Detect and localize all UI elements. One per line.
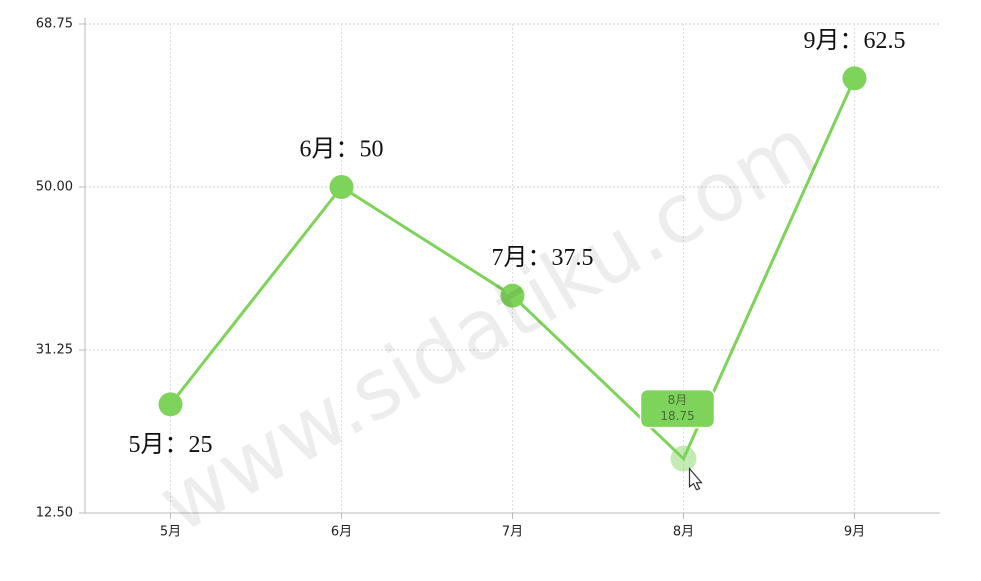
y-tick-label: 12.50	[36, 506, 73, 521]
data-label: 7月：37.5	[492, 245, 594, 271]
x-tick-label: 6月	[331, 525, 352, 540]
watermark: www.sidatiku.com	[143, 99, 832, 552]
y-tick-label: 31.25	[36, 343, 73, 358]
y-tick-label: 50.00	[36, 180, 73, 195]
point	[329, 175, 354, 199]
x-tick-label: 7月	[502, 525, 523, 540]
data-label: 6月：50	[300, 137, 384, 163]
point	[500, 283, 525, 308]
point	[158, 392, 183, 417]
cursor	[688, 467, 703, 491]
tooltip-value: 18.75	[660, 409, 694, 423]
data-label: 9月：62.5	[804, 28, 906, 54]
tooltip-category: 8月	[668, 393, 688, 407]
y-tick-label: 68.75	[36, 17, 73, 32]
point	[670, 445, 697, 472]
x-tick-label: 9月	[844, 525, 865, 540]
tooltip-box	[639, 388, 716, 429]
data-label: 5月：25	[129, 432, 213, 458]
x-tick-label: 8月	[673, 525, 694, 540]
point	[842, 66, 867, 91]
x-tick-label: 5月	[160, 525, 181, 540]
